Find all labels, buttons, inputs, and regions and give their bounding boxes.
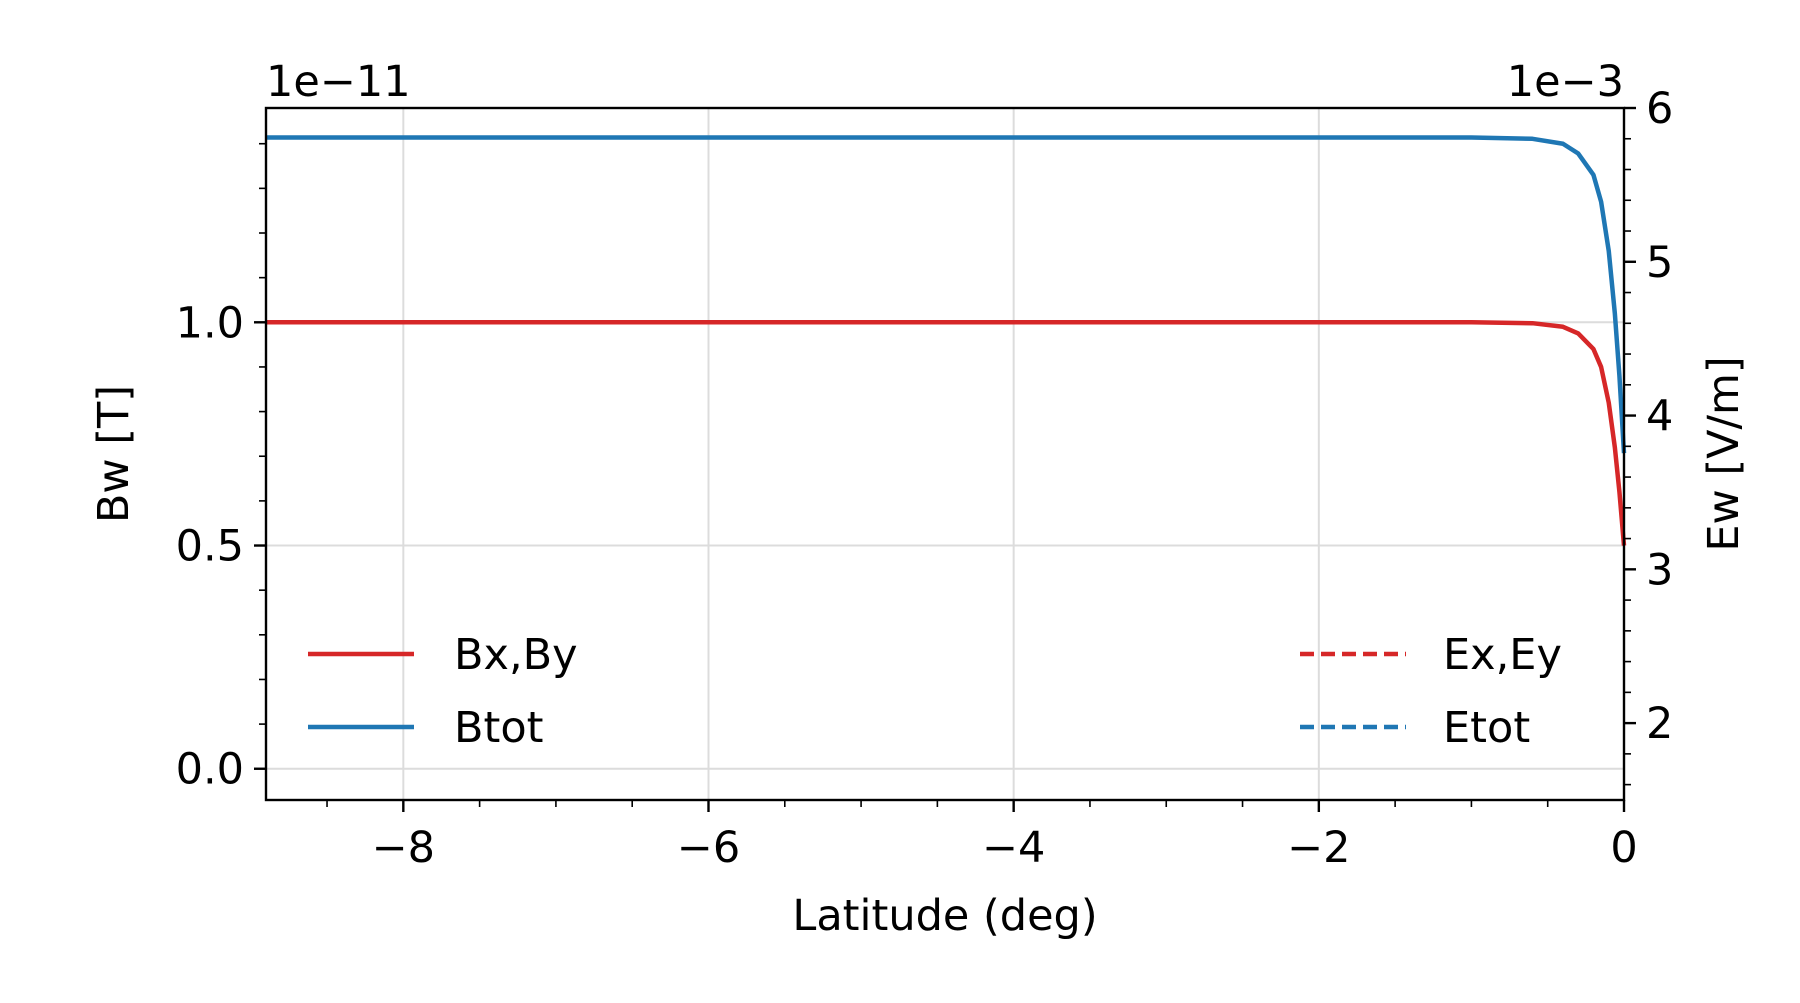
x-tick-label: −4 [982,823,1045,873]
x-tick-label: −8 [372,823,435,873]
y-axis-label-left: Bw [T] [89,385,139,523]
x-tick-label: −6 [677,823,740,873]
offset-label-left: 1e−11 [266,57,411,107]
series-line-bx-by [266,320,1627,546]
series-layer [266,135,1627,546]
legend-left: Bx,By Btot [308,630,578,753]
legend-right: Ex,Ey Etot [1300,630,1562,753]
y-right-tick-label: 4 [1646,392,1673,442]
y-left-tick-label: 1.0 [176,298,244,348]
series-line-btot [266,135,1627,454]
y-right-tick-label: 6 [1646,84,1673,134]
x-tick-label: −2 [1287,823,1350,873]
offset-label-right: 1e−3 [1507,57,1624,107]
y-right-tick-label: 2 [1646,699,1673,749]
y-left-tick-label: 0.0 [176,745,244,795]
legend-label: Btot [454,703,544,753]
tick-labels: −8 −6 −4 −2 0 0.0 0.5 1.0 2 3 4 5 6 [176,84,1674,873]
y-left-tick-label: 0.5 [176,522,244,572]
y-right-tick-label: 3 [1646,545,1673,595]
x-axis-label: Latitude (deg) [792,891,1097,941]
y-axis-label-right: Ew [V/m] [1699,356,1749,551]
ticks [254,106,1636,812]
legend-label: Etot [1443,703,1530,753]
plot-frame [264,106,1626,802]
legend-label: Ex,Ey [1443,630,1562,680]
y-right-tick-label: 5 [1646,238,1673,288]
x-tick-label: 0 [1610,823,1637,873]
legend-label: Bx,By [454,630,578,680]
